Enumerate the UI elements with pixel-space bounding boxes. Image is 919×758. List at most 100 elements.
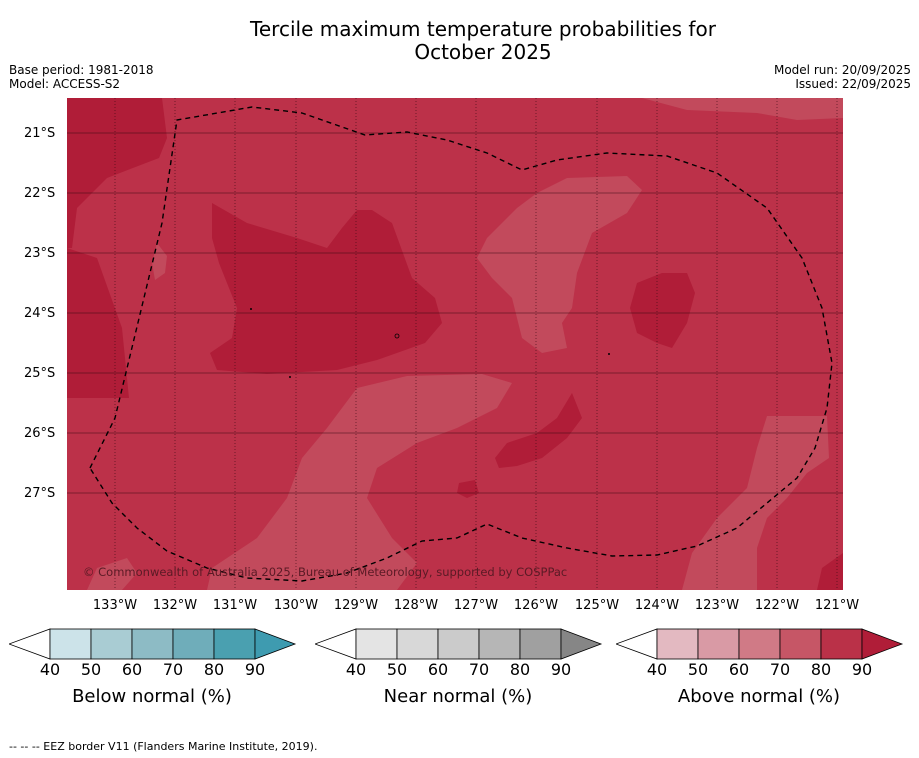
map-area: © Commonwealth of Australia 2025, Bureau… — [67, 98, 843, 590]
above-70-north — [477, 176, 642, 353]
colorbar-tick-label: 40 — [646, 660, 668, 679]
lon-label: 133°W — [92, 598, 138, 613]
lon-label: 132°W — [152, 598, 198, 613]
colorbar-tick-label: 90 — [244, 660, 266, 679]
lat-label: 22°S — [24, 186, 56, 201]
lon-label: 127°W — [453, 598, 499, 613]
title-line-2: October 2025 — [414, 40, 552, 64]
colorbar-tick-label: 70 — [162, 660, 184, 679]
island-marker — [289, 376, 291, 378]
base-period: Base period: 1981-2018 — [9, 63, 154, 77]
lon-label: 123°W — [694, 598, 740, 613]
colorbar-title-below: Below normal (%) — [72, 686, 232, 707]
colorbar-tick-label: 50 — [80, 660, 102, 679]
copyright-text: © Commonwealth of Australia 2025, Bureau… — [83, 565, 567, 579]
colorbar-segment — [355, 628, 398, 660]
above-70-tiny — [152, 243, 167, 280]
above-70-sw — [87, 558, 137, 590]
model-name: Model: ACCESS-S2 — [9, 77, 121, 91]
island-marker — [394, 333, 400, 339]
lon-label: 126°W — [513, 598, 559, 613]
lon-label: 122°W — [754, 598, 800, 613]
title-line-1: Tercile maximum temperature probabilitie… — [250, 17, 716, 41]
colorbar-segment — [519, 628, 562, 660]
above-70-ne — [642, 98, 843, 120]
colorbar-extend-low — [614, 628, 658, 660]
colorbar-segment — [738, 628, 781, 660]
graticule — [67, 98, 843, 590]
colorbar-extend-low — [7, 628, 51, 660]
above-90-east — [630, 273, 695, 348]
above-80-base — [67, 98, 843, 590]
colorbar-segment — [396, 628, 439, 660]
lat-label: 27°S — [24, 486, 56, 501]
map-title: Tercile maximum temperature probabilitie… — [0, 18, 919, 64]
colorbar-tick-label: 50 — [386, 660, 408, 679]
colorbar-extend-high — [560, 628, 603, 660]
issued-date: Issued: 22/09/2025 — [795, 77, 911, 91]
colorbar-tick-label: 50 — [687, 660, 709, 679]
colorbar-segment — [49, 628, 92, 660]
lat-label: 21°S — [24, 126, 56, 141]
colorbar-svg — [7, 628, 297, 660]
lon-label: 124°W — [634, 598, 680, 613]
lon-label: 129°W — [333, 598, 379, 613]
lon-label: 131°W — [212, 598, 258, 613]
lat-label: 25°S — [24, 366, 56, 381]
colorbar-tick-label: 70 — [468, 660, 490, 679]
above-90-corner — [817, 553, 843, 590]
colorbar-tick-label: 90 — [851, 660, 873, 679]
colorbar-svg — [313, 628, 603, 660]
colorbar-tick-label: 90 — [550, 660, 572, 679]
lon-label: 125°W — [574, 598, 620, 613]
eez-border — [89, 106, 833, 582]
colorbar-segment — [478, 628, 521, 660]
colorbar-tick-label: 60 — [427, 660, 449, 679]
lon-label: 128°W — [393, 598, 439, 613]
above-90-small — [457, 480, 479, 498]
colorbar-segment — [697, 628, 740, 660]
island-marker — [250, 308, 252, 310]
colorbar-segment — [172, 628, 215, 660]
colorbar-tick-label: 60 — [728, 660, 750, 679]
colorbar-tick-label: 80 — [509, 660, 531, 679]
colorbar-segment — [437, 628, 480, 660]
lat-label: 26°S — [24, 426, 56, 441]
colorbar-tick-label: 80 — [203, 660, 225, 679]
colorbar-segment — [779, 628, 822, 660]
colorbar-segment — [90, 628, 133, 660]
above-70-southeast — [682, 416, 829, 590]
colorbar-title-near: Near normal (%) — [383, 686, 533, 707]
colorbar-above — [614, 628, 904, 664]
above-70-south — [207, 374, 512, 590]
island-marker — [608, 353, 610, 355]
colorbar-segment — [656, 628, 699, 660]
meta-right: Model run: 20/09/2025 Issued: 22/09/2025 — [774, 63, 911, 91]
colorbar-extend-low — [313, 628, 357, 660]
lon-label: 121°W — [814, 598, 860, 613]
lat-label: 24°S — [24, 306, 56, 321]
colorbar-tick-label: 60 — [121, 660, 143, 679]
lat-label: 23°S — [24, 246, 56, 261]
above-90-central — [210, 203, 442, 374]
colorbar-segment — [820, 628, 863, 660]
colorbar-segment — [213, 628, 256, 660]
colorbar-tick-label: 70 — [769, 660, 791, 679]
above-90-west-top — [67, 98, 167, 248]
colorbar-tick-label: 40 — [39, 660, 61, 679]
colorbar-segment — [131, 628, 174, 660]
model-run: Model run: 20/09/2025 — [773, 63, 911, 77]
lon-label: 130°W — [273, 598, 319, 613]
probability-map: © Commonwealth of Australia 2025, Bureau… — [67, 98, 843, 590]
above-90-west-bottom — [67, 248, 129, 398]
above-90-south — [495, 393, 582, 468]
colorbar-title-above: Above normal (%) — [677, 686, 841, 707]
colorbar-near — [313, 628, 603, 664]
eez-footnote: -- -- -- EEZ border V11 (Flanders Marine… — [9, 740, 318, 753]
meta-left: Base period: 1981-2018 Model: ACCESS-S2 — [9, 63, 154, 91]
colorbar-extend-high — [861, 628, 904, 660]
colorbar-extend-high — [254, 628, 297, 660]
colorbar-svg — [614, 628, 904, 660]
colorbar-tick-label: 40 — [345, 660, 367, 679]
colorbar-tick-label: 80 — [810, 660, 832, 679]
